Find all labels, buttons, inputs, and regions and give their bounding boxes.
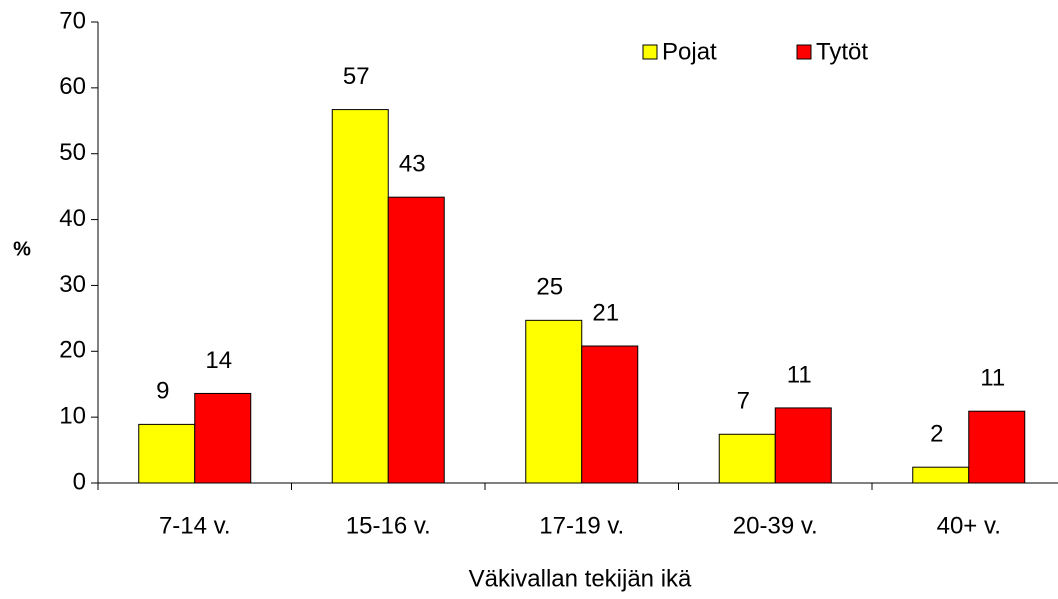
value-label: 2 (930, 421, 943, 448)
x-tick-label: 40+ v. (937, 512, 1001, 539)
y-tick-label: 70 (59, 7, 86, 34)
bar (912, 466, 970, 484)
x-tick-label: 17-19 v. (539, 512, 624, 539)
legend-label: Tytöt (816, 38, 868, 65)
value-label: 21 (592, 299, 619, 326)
value-label: 57 (343, 63, 370, 90)
legend-label: Pojat (662, 38, 717, 65)
bar (525, 319, 583, 484)
bar (718, 433, 776, 484)
bar (581, 345, 639, 484)
x-tick-label: 20-39 v. (733, 512, 818, 539)
value-label: 11 (787, 361, 812, 388)
x-tick-label: 15-16 v. (346, 512, 431, 539)
y-tick-label: 50 (59, 139, 86, 166)
y-tick-label: 60 (59, 73, 86, 100)
bar (968, 410, 1026, 484)
value-label: 11 (980, 365, 1005, 392)
value-label: 9 (156, 378, 169, 405)
bar (138, 423, 196, 484)
value-label: 25 (536, 274, 563, 301)
x-axis-title: Väkivallan tekijän ikä (469, 565, 692, 592)
bar (331, 109, 389, 484)
y-axis-title: % (13, 238, 31, 260)
bar (194, 392, 252, 484)
value-label: 7 (737, 388, 750, 415)
x-tick-label: 7-14 v. (159, 512, 231, 539)
y-tick-label: 40 (59, 205, 86, 232)
bar (774, 407, 832, 484)
y-tick-label: 0 (73, 468, 86, 495)
y-tick-label: 20 (59, 337, 86, 364)
y-tick-label: 10 (59, 402, 86, 429)
legend-swatch (796, 44, 812, 60)
legend-swatch (642, 44, 658, 60)
value-label: 14 (205, 347, 232, 374)
y-tick-label: 30 (59, 271, 86, 298)
bar (387, 196, 445, 484)
value-label: 43 (399, 151, 426, 178)
